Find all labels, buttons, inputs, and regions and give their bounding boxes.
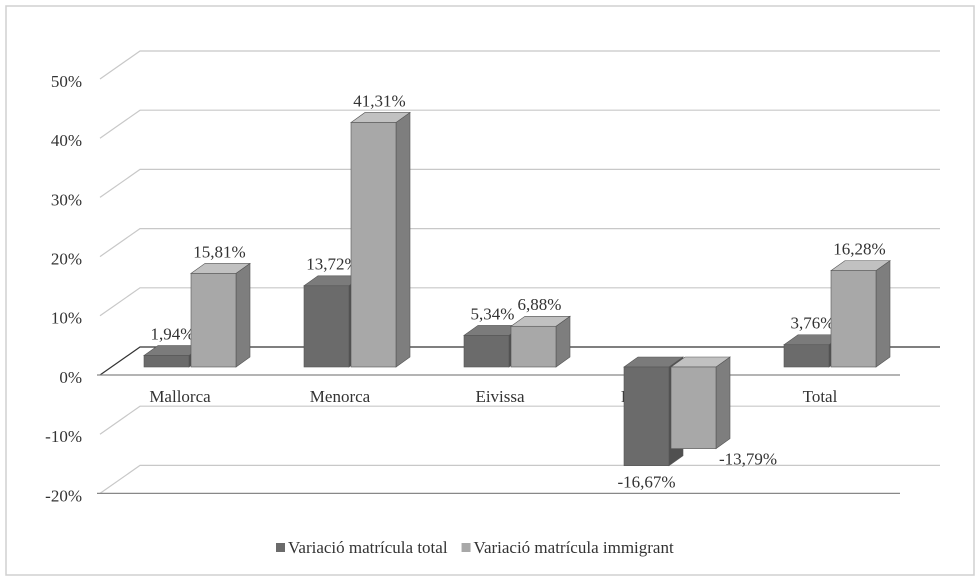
bar-side: [395, 111, 411, 368]
data-label: -16,67%: [617, 473, 675, 492]
chart-frame: [5, 5, 975, 576]
x-tick-label: Eivissa: [475, 387, 525, 406]
x-tick-label: Total: [803, 387, 838, 406]
bar-side: [235, 262, 251, 368]
grid-line: [99, 228, 940, 258]
bar-side: [875, 260, 891, 368]
bar: [830, 260, 891, 368]
bar-front: [190, 273, 237, 368]
y-tick-label: 50%: [51, 72, 82, 91]
bar: [350, 111, 411, 368]
legend-swatch: [461, 543, 471, 552]
bar-side: [715, 356, 731, 450]
data-label: 15,81%: [193, 242, 245, 261]
data-label: 3,76%: [791, 314, 835, 333]
y-tick-label: 40%: [51, 131, 82, 150]
y-tick-label: 10%: [51, 309, 82, 328]
y-tick-label: 0%: [59, 368, 82, 387]
legend-label: Variació matrícula immigrant: [474, 538, 674, 557]
bar-front: [510, 325, 557, 368]
bar-front: [623, 366, 670, 466]
y-tick-label: -10%: [45, 427, 82, 446]
legend-label: Variació matrícula total: [288, 538, 448, 557]
grid-line: [99, 287, 940, 317]
data-label: 13,72%: [306, 255, 358, 274]
y-tick-label: 30%: [51, 190, 82, 209]
bar-front: [303, 285, 350, 368]
bar-front: [143, 355, 190, 368]
bar-front: [463, 335, 510, 368]
bar: [510, 315, 571, 368]
grid-line: [99, 109, 940, 139]
grid-line: [99, 464, 940, 494]
bar: [670, 356, 731, 450]
x-tick-label: Menorca: [310, 387, 371, 406]
bar-front: [783, 344, 830, 368]
grid-line: [99, 346, 940, 376]
data-label: 16,28%: [833, 240, 885, 259]
data-label: 41,31%: [353, 91, 405, 110]
grid-line: [99, 50, 940, 80]
bar-front: [350, 122, 397, 368]
bar: [190, 262, 251, 368]
data-label: 1,94%: [151, 324, 195, 343]
legend-swatch: [276, 543, 285, 552]
data-label: 6,88%: [518, 295, 562, 314]
bar-front: [670, 366, 717, 449]
y-tick-label: 20%: [51, 250, 82, 269]
x-tick-label: Mallorca: [149, 387, 211, 406]
data-label: 5,34%: [471, 304, 515, 323]
data-label: -13,79%: [719, 450, 777, 469]
y-tick-label: -20%: [45, 486, 82, 505]
bar-front: [830, 270, 877, 368]
grid-line: [99, 168, 940, 198]
